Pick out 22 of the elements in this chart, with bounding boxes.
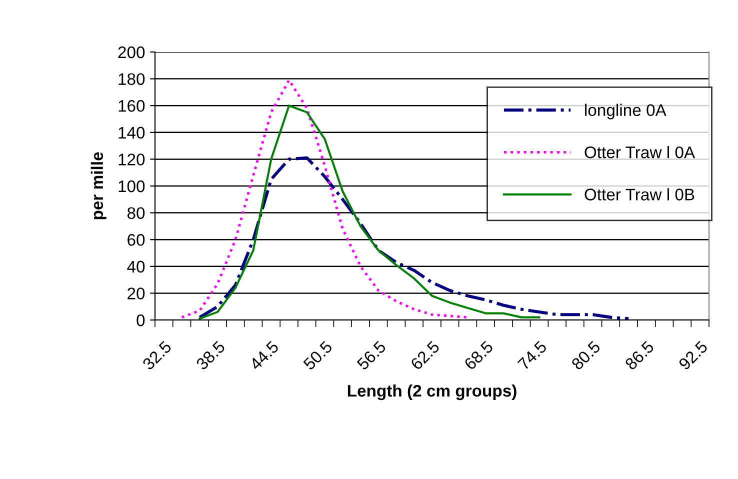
- y-axis-title: per mille: [90, 152, 106, 220]
- legend-label: Otter Traw l 0B: [584, 188, 694, 200]
- y-tick-label: 200: [118, 46, 145, 58]
- y-tick-label: 160: [118, 100, 145, 112]
- y-tick-label: 0: [136, 314, 145, 326]
- line-series: [198, 104, 540, 320]
- legend-label: Otter Traw l 0A: [584, 146, 696, 158]
- line-series: [180, 78, 469, 319]
- y-tick-label: 140: [118, 126, 145, 139]
- legend-label: longline 0A: [585, 104, 666, 120]
- y-tick-label: 60: [128, 234, 145, 246]
- x-tick-label: 62.5: [410, 340, 440, 370]
- x-axis-title: Length (2 cm groups): [348, 384, 516, 400]
- x-tick-label: 68.5: [464, 340, 494, 370]
- y-tick-label: 180: [118, 73, 145, 86]
- y-tick-label: 100: [118, 180, 145, 192]
- y-tick-label: 120: [118, 154, 145, 166]
- y-tick-label: 20: [128, 288, 145, 300]
- x-tick-label: 44.5: [248, 340, 280, 371]
- y-tick-label: 80: [127, 207, 145, 220]
- y-tick-label: 40: [127, 260, 145, 273]
- x-tick-label: 74.5: [517, 340, 548, 370]
